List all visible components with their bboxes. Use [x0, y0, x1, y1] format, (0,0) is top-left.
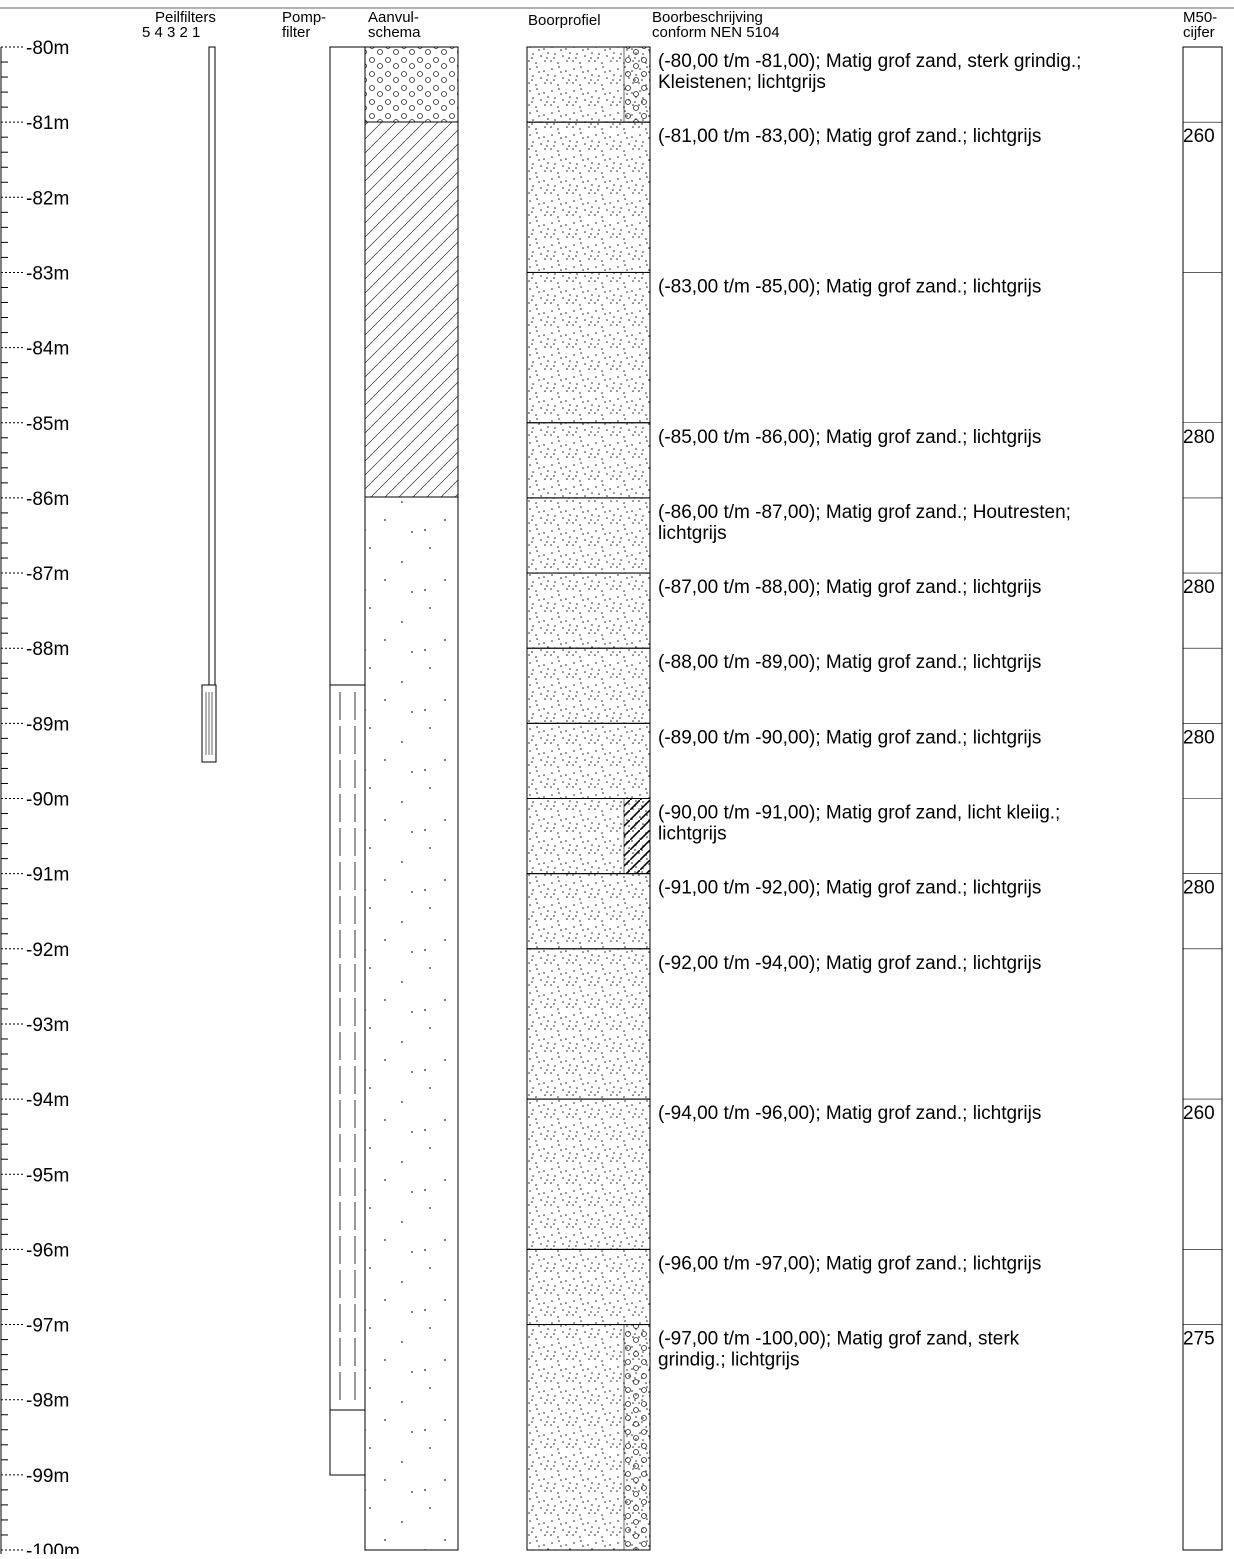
- header: Peilfilters 5 4 3 2 1 Pomp- filter Aanvu…: [142, 9, 1217, 41]
- depth-label: -82m: [26, 188, 69, 209]
- screen-lines: [205, 692, 213, 755]
- peilfilter-screen: [201, 684, 217, 763]
- depth-label: -100m: [26, 1541, 80, 1554]
- layer-description: (-96,00 t/m -97,00); Matig grof zand.; l…: [658, 1253, 1041, 1274]
- soil-layer: [526, 1098, 651, 1250]
- gravel-band: [623, 1324, 651, 1551]
- depth-label: -89m: [26, 714, 69, 735]
- layout: [0, 7, 1234, 1551]
- fill-sand: [364, 496, 459, 1551]
- header-peilfilter-numbers: 5 4 3 2 1: [142, 24, 200, 41]
- layer-description: lichtgrijs: [658, 824, 727, 845]
- layer-description: (-92,00 t/m -94,00); Matig grof zand.; l…: [658, 953, 1041, 974]
- depth-label: -95m: [26, 1165, 69, 1186]
- depth-label: -94m: [26, 1090, 69, 1111]
- depth-label: -93m: [26, 1015, 69, 1036]
- pompfilter-screen: [329, 684, 366, 1411]
- depth-label: -85m: [26, 414, 69, 435]
- depth-label: -86m: [26, 489, 69, 510]
- depth-label: -83m: [26, 263, 69, 284]
- layer-description: (-89,00 t/m -90,00); Matig grof zand.; l…: [658, 727, 1041, 748]
- layer-description: (-80,00 t/m -81,00); Matig grof zand, st…: [658, 51, 1081, 72]
- layer-description: (-87,00 t/m -88,00); Matig grof zand.; l…: [658, 577, 1041, 598]
- header-boorprofiel: Boorprofiel: [528, 12, 601, 29]
- header-beschrijving: Boorbeschrijving: [652, 9, 763, 26]
- soil-layer: [526, 497, 651, 574]
- depth-label: -88m: [26, 639, 69, 660]
- layer-description: (-85,00 t/m -86,00); Matig grof zand.; l…: [658, 427, 1041, 448]
- header-aanvul: Aanvul-: [368, 9, 419, 26]
- header-aanvul: schema: [368, 24, 421, 41]
- soil-layer: [526, 1248, 651, 1326]
- m50-value: 260: [1183, 126, 1215, 147]
- layer-description: (-90,00 t/m -91,00); Matig grof zand, li…: [658, 803, 1060, 824]
- depth-label: -97m: [26, 1316, 69, 1337]
- depth-label: -91m: [26, 865, 69, 886]
- header-pompfilter: Pomp-: [282, 9, 326, 26]
- header-m50: cijfer: [1183, 24, 1215, 41]
- depth-label: -98m: [26, 1391, 69, 1412]
- header-pompfilter: filter: [282, 24, 310, 41]
- soil-layer: [526, 271, 651, 424]
- m50-value: 280: [1183, 427, 1215, 448]
- m50-value: 275: [1183, 1329, 1215, 1350]
- soil-layer: [526, 948, 651, 1100]
- depth-label: -81m: [26, 113, 69, 134]
- screen-slots: [339, 692, 356, 1403]
- depth-label: -96m: [26, 1240, 69, 1261]
- layer-description: lichtgrijs: [658, 523, 727, 544]
- layer-description: (-83,00 t/m -85,00); Matig grof zand.; l…: [658, 276, 1041, 297]
- soil-layer: [526, 422, 651, 499]
- depth-label: -80m: [26, 38, 69, 59]
- soil-layer: [526, 873, 651, 950]
- layer-description: (-97,00 t/m -100,00); Matig grof zand, s…: [658, 1329, 1020, 1350]
- layer-description: (-91,00 t/m -92,00); Matig grof zand.; l…: [658, 878, 1041, 899]
- pompfilter-casing: [329, 46, 366, 1476]
- depth-label: -84m: [26, 339, 69, 360]
- soil-layer: [526, 121, 651, 273]
- gravel-band: [623, 46, 651, 123]
- layer-description: (-94,00 t/m -96,00); Matig grof zand.; l…: [658, 1103, 1041, 1124]
- depth-label: -99m: [26, 1466, 69, 1487]
- depth-label: -87m: [26, 564, 69, 585]
- m50-value: 260: [1183, 1103, 1215, 1124]
- layer-description: (-86,00 t/m -87,00); Matig grof zand.; H…: [658, 502, 1071, 523]
- m50-value: 280: [1183, 577, 1215, 598]
- soil-layer: [526, 647, 651, 724]
- header-m50: M50-: [1183, 9, 1217, 26]
- layer-description: Kleistenen; lichtgrijs: [658, 72, 826, 93]
- m50-value: 280: [1183, 878, 1215, 899]
- depth-label: -92m: [26, 940, 69, 961]
- fill-seal: [364, 121, 459, 498]
- layer-description: (-88,00 t/m -89,00); Matig grof zand.; l…: [658, 652, 1041, 673]
- header-beschrijving: conform NEN 5104: [652, 24, 780, 41]
- soil-layer: [526, 572, 651, 649]
- m50-value: 280: [1183, 727, 1215, 748]
- soil-layer: [526, 722, 651, 799]
- layer-description: grindig.; lichtgrijs: [658, 1350, 800, 1371]
- fill-gravel: [364, 46, 459, 123]
- layer-description: (-81,00 t/m -83,00); Matig grof zand.; l…: [658, 126, 1041, 147]
- peilfilter-tube: [208, 46, 216, 686]
- depth-label: -90m: [26, 790, 69, 811]
- header-peilfilters: Peilfilters: [155, 9, 216, 26]
- clay-band: [623, 798, 651, 874]
